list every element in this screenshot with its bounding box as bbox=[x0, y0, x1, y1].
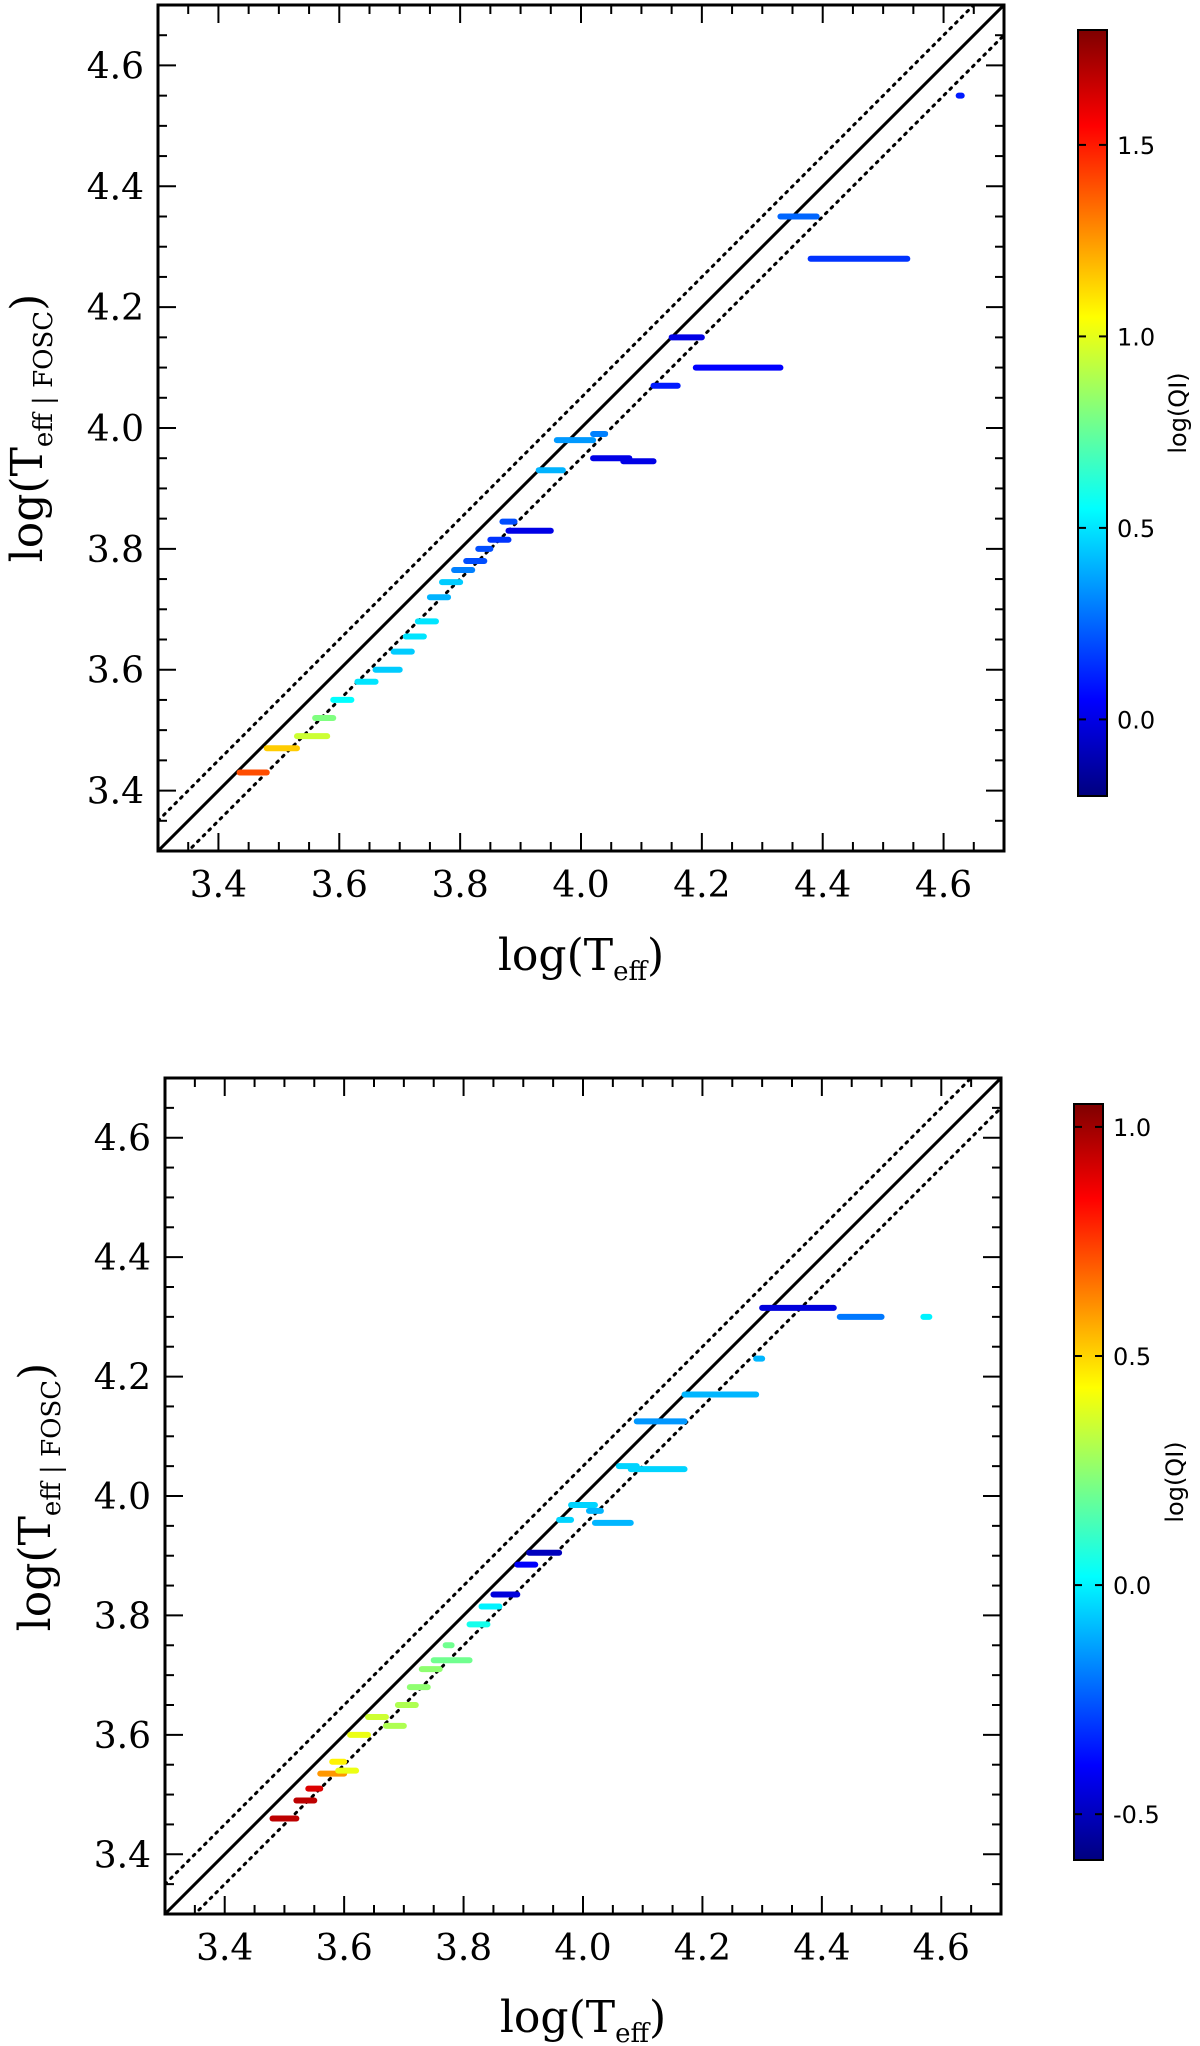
chart-top: 3.4 3.6 3.8 4.0 4.2 4.4 4.6 3.4 3.6 3.8 4.0 4.2 4.4… bbox=[2, 3, 1192, 987]
y-tick-label: 4.0 bbox=[94, 1477, 151, 1518]
colorbar-tick-label: 0.5 bbox=[1113, 1343, 1151, 1371]
colorbar-tick-label: 0.0 bbox=[1117, 706, 1155, 734]
colorbar bbox=[1073, 1103, 1104, 1861]
y-tick-label: 3.6 bbox=[94, 1716, 151, 1757]
lower-offset-line bbox=[192, 1106, 1001, 1914]
colorbar-ticks: 0.0 0.5 1.0 1.5 bbox=[1078, 132, 1155, 734]
y-tick-label: 4.4 bbox=[94, 1238, 151, 1279]
x-tick-label: 4.6 bbox=[915, 865, 972, 906]
colorbar-ticks: -0.5 0.0 0.5 1.0 bbox=[1074, 1114, 1160, 1829]
upper-offset-line bbox=[158, 5, 976, 823]
x-axis-ticks: 3.4 3.6 3.8 4.0 4.2 4.4 4.6 bbox=[157, 5, 1005, 906]
x-tick-label: 3.6 bbox=[311, 865, 368, 906]
y-tick-label: 4.0 bbox=[87, 409, 144, 450]
y-tick-label: 4.2 bbox=[94, 1358, 151, 1399]
x-axis-label: log(Teff) bbox=[498, 930, 664, 987]
x-tick-label: 3.8 bbox=[432, 865, 489, 906]
colorbar-label: log(QI) bbox=[1161, 1441, 1189, 1522]
y-axis-ticks: 3.4 3.6 3.8 4.0 4.2 4.4 4.6 bbox=[87, 4, 1004, 852]
x-tick-label: 4.2 bbox=[673, 865, 730, 906]
reference-lines bbox=[158, 5, 1004, 851]
y-tick-label: 3.4 bbox=[87, 772, 144, 813]
x-tick-label: 4.4 bbox=[794, 865, 851, 906]
y-tick-label: 3.8 bbox=[87, 530, 144, 571]
y-axis-label: log(Teff | FOSC) bbox=[10, 1363, 67, 1632]
y-tick-label: 3.6 bbox=[87, 651, 144, 692]
x-tick-label: 3.4 bbox=[190, 865, 247, 906]
data-points bbox=[236, 92, 965, 776]
chart-bottom: 3.4 3.6 3.8 4.0 4.2 4.4 4.6 3.4 3.6 3.8 4.0 4.2 4.4… bbox=[10, 1076, 1189, 2046]
reference-lines bbox=[165, 1078, 1001, 1914]
colorbar-tick-label: 0.5 bbox=[1117, 515, 1155, 543]
colorbar-tick-label: -0.5 bbox=[1113, 1801, 1160, 1829]
y-tick-label: 4.4 bbox=[87, 167, 144, 208]
x-tick-label: 4.0 bbox=[554, 1928, 611, 1969]
x-tick-label: 3.4 bbox=[196, 1928, 253, 1969]
identity-line bbox=[165, 1078, 1001, 1914]
x-tick-label: 4.6 bbox=[913, 1928, 970, 1969]
y-tick-label: 4.6 bbox=[94, 1119, 151, 1160]
lower-offset-line bbox=[186, 33, 1004, 851]
colorbar-tick-label: 1.0 bbox=[1113, 1114, 1151, 1142]
y-tick-label: 3.8 bbox=[94, 1596, 151, 1637]
y-tick-label: 3.4 bbox=[94, 1835, 151, 1876]
x-axis-ticks: 3.4 3.6 3.8 4.0 4.2 4.4 4.6 bbox=[164, 1078, 1002, 1969]
colorbar-label: log(QI) bbox=[1164, 372, 1192, 453]
x-tick-label: 4.4 bbox=[793, 1928, 850, 1969]
colorbar-tick-label: 1.5 bbox=[1117, 132, 1155, 160]
x-tick-label: 4.0 bbox=[552, 865, 609, 906]
data-points bbox=[269, 1304, 933, 1822]
colorbar bbox=[1077, 29, 1108, 797]
colorbar-tick-label: 1.0 bbox=[1117, 323, 1155, 351]
x-axis-label: log(Teff) bbox=[500, 1992, 666, 2046]
x-tick-label: 4.2 bbox=[674, 1928, 731, 1969]
colorbar-tick-label: 0.0 bbox=[1113, 1572, 1151, 1600]
y-tick-label: 4.2 bbox=[87, 288, 144, 329]
upper-offset-line bbox=[165, 1078, 974, 1886]
y-axis-ticks: 3.4 3.6 3.8 4.0 4.2 4.4 4.6 bbox=[94, 1077, 1001, 1915]
x-tick-label: 3.6 bbox=[316, 1928, 373, 1969]
y-tick-label: 4.6 bbox=[87, 46, 144, 87]
x-tick-label: 3.8 bbox=[435, 1928, 492, 1969]
identity-line bbox=[158, 5, 1004, 851]
y-axis-label: log(Teff | FOSC) bbox=[2, 294, 59, 563]
